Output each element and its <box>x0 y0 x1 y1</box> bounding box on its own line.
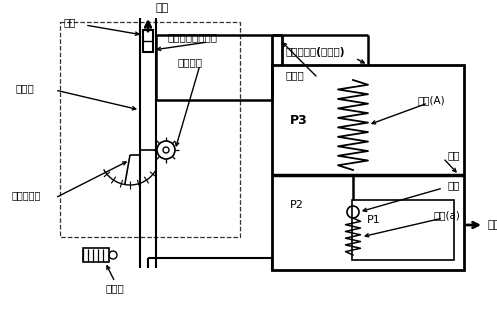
Text: 弹簧(a): 弹簧(a) <box>433 210 460 220</box>
Text: P1: P1 <box>367 215 381 225</box>
Text: 弹簧(A): 弹簧(A) <box>417 95 445 105</box>
Text: 浮子: 浮子 <box>63 17 76 27</box>
Text: 入口: 入口 <box>487 220 497 230</box>
Text: 磁耦合轴: 磁耦合轴 <box>178 57 203 67</box>
Text: 指针及刻度: 指针及刻度 <box>12 190 41 200</box>
Text: P2: P2 <box>290 200 304 210</box>
Text: 针型阀: 针型阀 <box>106 283 124 293</box>
Text: 阀球: 阀球 <box>447 180 460 190</box>
Text: 金属管浮子流量计: 金属管浮子流量计 <box>168 32 218 42</box>
Bar <box>83 248 109 262</box>
Text: 压力调节器(恒流阀): 压力调节器(恒流阀) <box>285 47 344 57</box>
Text: 膜片: 膜片 <box>447 150 460 160</box>
Bar <box>352 200 454 260</box>
Text: 连接管: 连接管 <box>285 70 304 80</box>
Text: 出口: 出口 <box>156 3 169 13</box>
Bar <box>60 22 240 237</box>
Text: 测量管: 测量管 <box>15 83 34 93</box>
Bar <box>143 30 153 52</box>
Bar <box>272 65 464 270</box>
Text: P3: P3 <box>290 113 308 126</box>
